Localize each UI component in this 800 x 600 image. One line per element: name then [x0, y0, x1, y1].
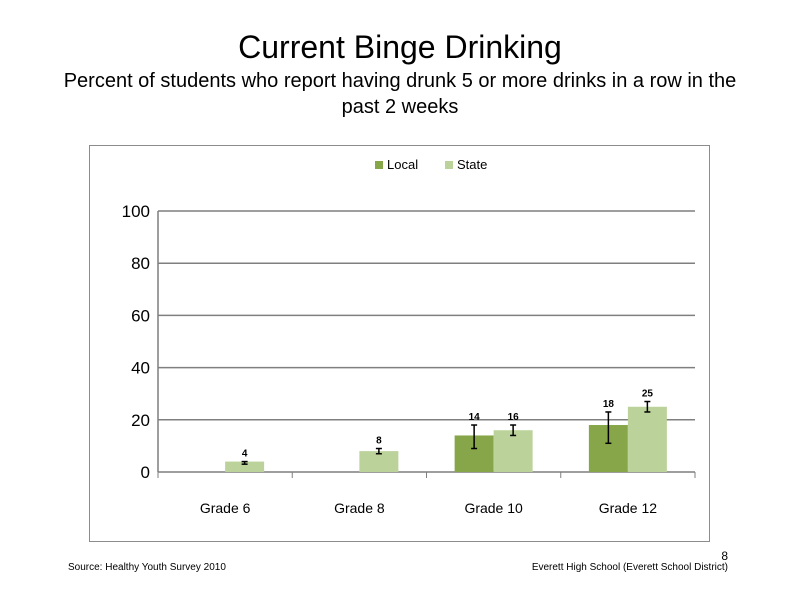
y-tick-label: 40 — [131, 359, 150, 378]
bar-state-grade-6 — [225, 461, 265, 472]
x-tick-label: Grade 10 — [464, 500, 523, 516]
bar-state-grade-12 — [627, 406, 667, 472]
data-label: 4 — [242, 449, 248, 460]
y-tick-label: 60 — [131, 306, 150, 325]
legend-swatch-local — [375, 161, 383, 169]
slide-title: Current Binge Drinking — [238, 29, 562, 65]
data-label: 14 — [469, 412, 481, 423]
chart-frame: 0 20 40 60 80 100 4 Grade 6 8 Grade 8 14 16 Grade 10… — [89, 145, 710, 542]
bar-chart: 0 20 40 60 80 100 4 Grade 6 8 Grade 8 14 16 Grade 10… — [122, 157, 696, 516]
legend-swatch-state — [445, 161, 453, 169]
bar-state-grade-8 — [359, 451, 399, 472]
slide-subtitle: Percent of students who report having dr… — [63, 70, 737, 118]
y-tick-label: 100 — [122, 202, 150, 221]
data-label: 25 — [642, 389, 654, 400]
school-note: Everett High School (Everett School Dist… — [531, 562, 728, 573]
y-tick-label: 20 — [131, 411, 150, 430]
x-tick-label: Grade 6 — [200, 500, 251, 516]
legend-label-local: Local — [387, 157, 418, 172]
legend-label-state: State — [457, 157, 487, 172]
source-note: Source: Healthy Youth Survey 2010 — [68, 562, 226, 573]
data-label: 18 — [603, 399, 615, 410]
bar-state-grade-10 — [493, 430, 533, 472]
page-number: 8 — [721, 549, 728, 563]
y-tick-label: 80 — [131, 254, 150, 273]
data-label: 8 — [376, 436, 382, 447]
data-label: 16 — [508, 412, 520, 423]
x-tick-label: Grade 8 — [334, 500, 385, 516]
y-tick-label: 0 — [141, 463, 150, 482]
x-tick-label: Grade 12 — [599, 500, 658, 516]
